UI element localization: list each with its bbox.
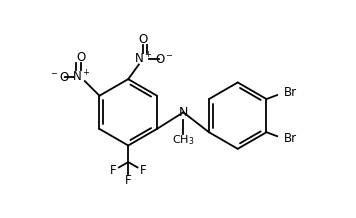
Text: F: F (125, 174, 131, 187)
Text: CH$_3$: CH$_3$ (172, 133, 195, 147)
Text: O: O (138, 33, 147, 46)
Text: N$^+$: N$^+$ (72, 70, 90, 85)
Text: O$^-$: O$^-$ (155, 53, 174, 66)
Text: Br: Br (284, 132, 297, 145)
Text: F: F (140, 164, 146, 177)
Text: O: O (76, 51, 85, 64)
Text: N: N (179, 106, 188, 119)
Text: F: F (110, 164, 117, 177)
Text: $^-$O: $^-$O (49, 71, 70, 84)
Text: Br: Br (284, 86, 297, 99)
Text: N$^+$: N$^+$ (134, 52, 152, 67)
